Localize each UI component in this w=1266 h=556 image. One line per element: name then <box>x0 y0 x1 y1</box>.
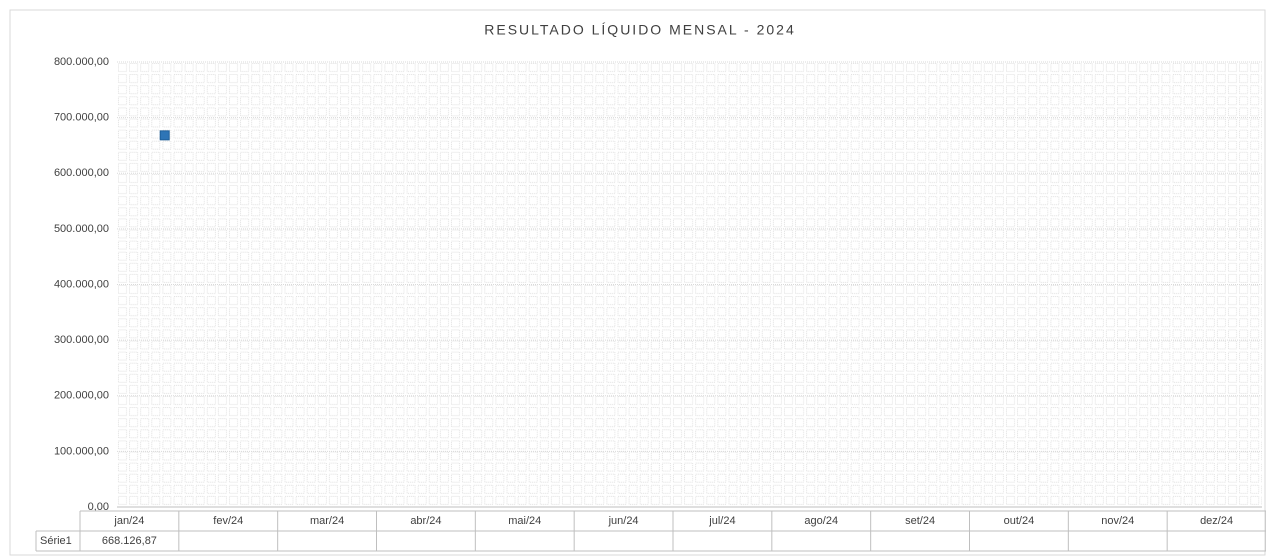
y-tick-label: 100.000,00 <box>54 445 109 457</box>
x-tick-label: mai/24 <box>508 515 541 527</box>
x-tick-label: fev/24 <box>213 515 243 527</box>
table-value: 668.126,87 <box>102 535 157 547</box>
y-tick-label: 500.000,00 <box>54 223 109 235</box>
x-tick-label: jun/24 <box>608 515 639 527</box>
y-tick-label: 800.000,00 <box>54 56 109 68</box>
x-tick-label: abr/24 <box>410 515 441 527</box>
x-tick-label: dez/24 <box>1200 515 1233 527</box>
y-tick-label: 200.000,00 <box>54 390 109 402</box>
y-tick-label: 700.000,00 <box>54 112 109 124</box>
y-tick-label: 0,00 <box>88 501 109 513</box>
chart-title: RESULTADO LÍQUIDO MENSAL - 2024 <box>484 22 795 38</box>
marker <box>159 130 170 141</box>
x-tick-label: mar/24 <box>310 515 344 527</box>
x-tick-label: set/24 <box>905 515 935 527</box>
x-tick-label: ago/24 <box>804 515 838 527</box>
x-tick-label: jul/24 <box>708 515 735 527</box>
x-tick-label: out/24 <box>1004 515 1035 527</box>
y-tick-label: 400.000,00 <box>54 278 109 290</box>
x-tick-label: jan/24 <box>113 515 144 527</box>
y-tick-label: 600.000,00 <box>54 167 109 179</box>
y-tick-label: 300.000,00 <box>54 334 109 346</box>
legend-label: Série1 <box>40 535 72 547</box>
x-tick-label: nov/24 <box>1101 515 1134 527</box>
